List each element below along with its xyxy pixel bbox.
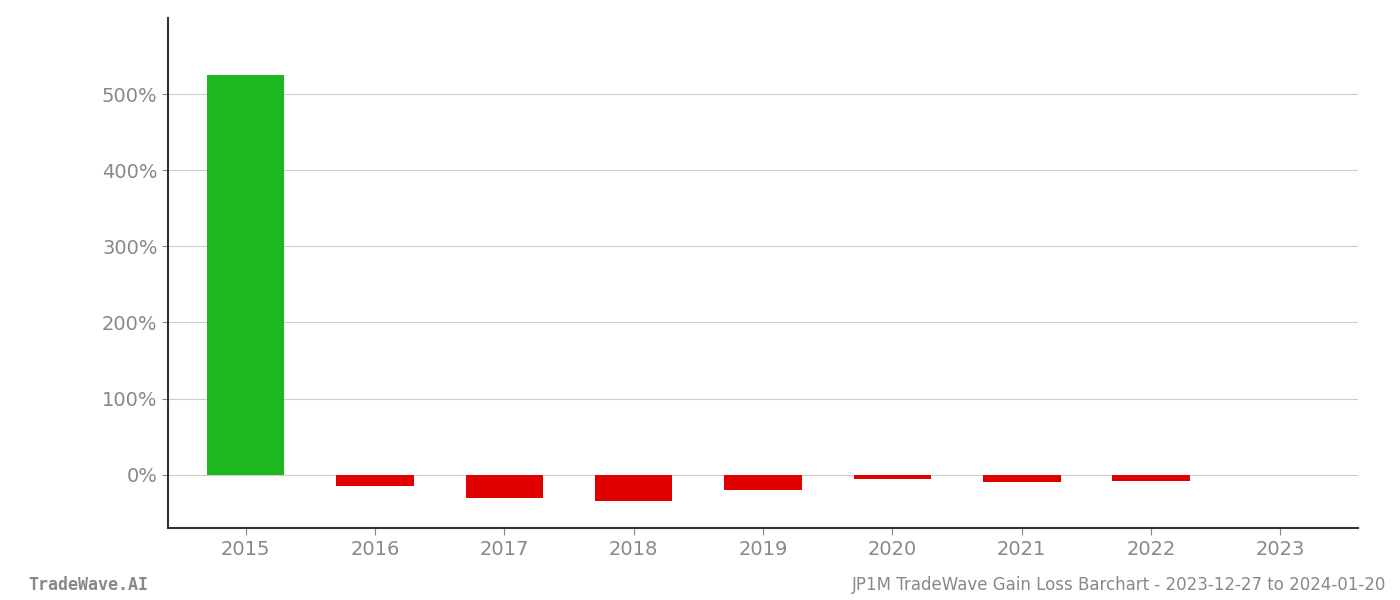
Text: TradeWave.AI: TradeWave.AI [28, 576, 148, 594]
Bar [595, 475, 672, 502]
Bar [1112, 475, 1190, 481]
Text: JP1M TradeWave Gain Loss Barchart - 2023-12-27 to 2024-01-20: JP1M TradeWave Gain Loss Barchart - 2023… [851, 576, 1386, 594]
Bar [983, 475, 1061, 482]
Bar [854, 475, 931, 479]
Bar [465, 475, 543, 497]
Bar [207, 75, 284, 475]
Bar [336, 475, 414, 486]
Bar [724, 475, 802, 490]
